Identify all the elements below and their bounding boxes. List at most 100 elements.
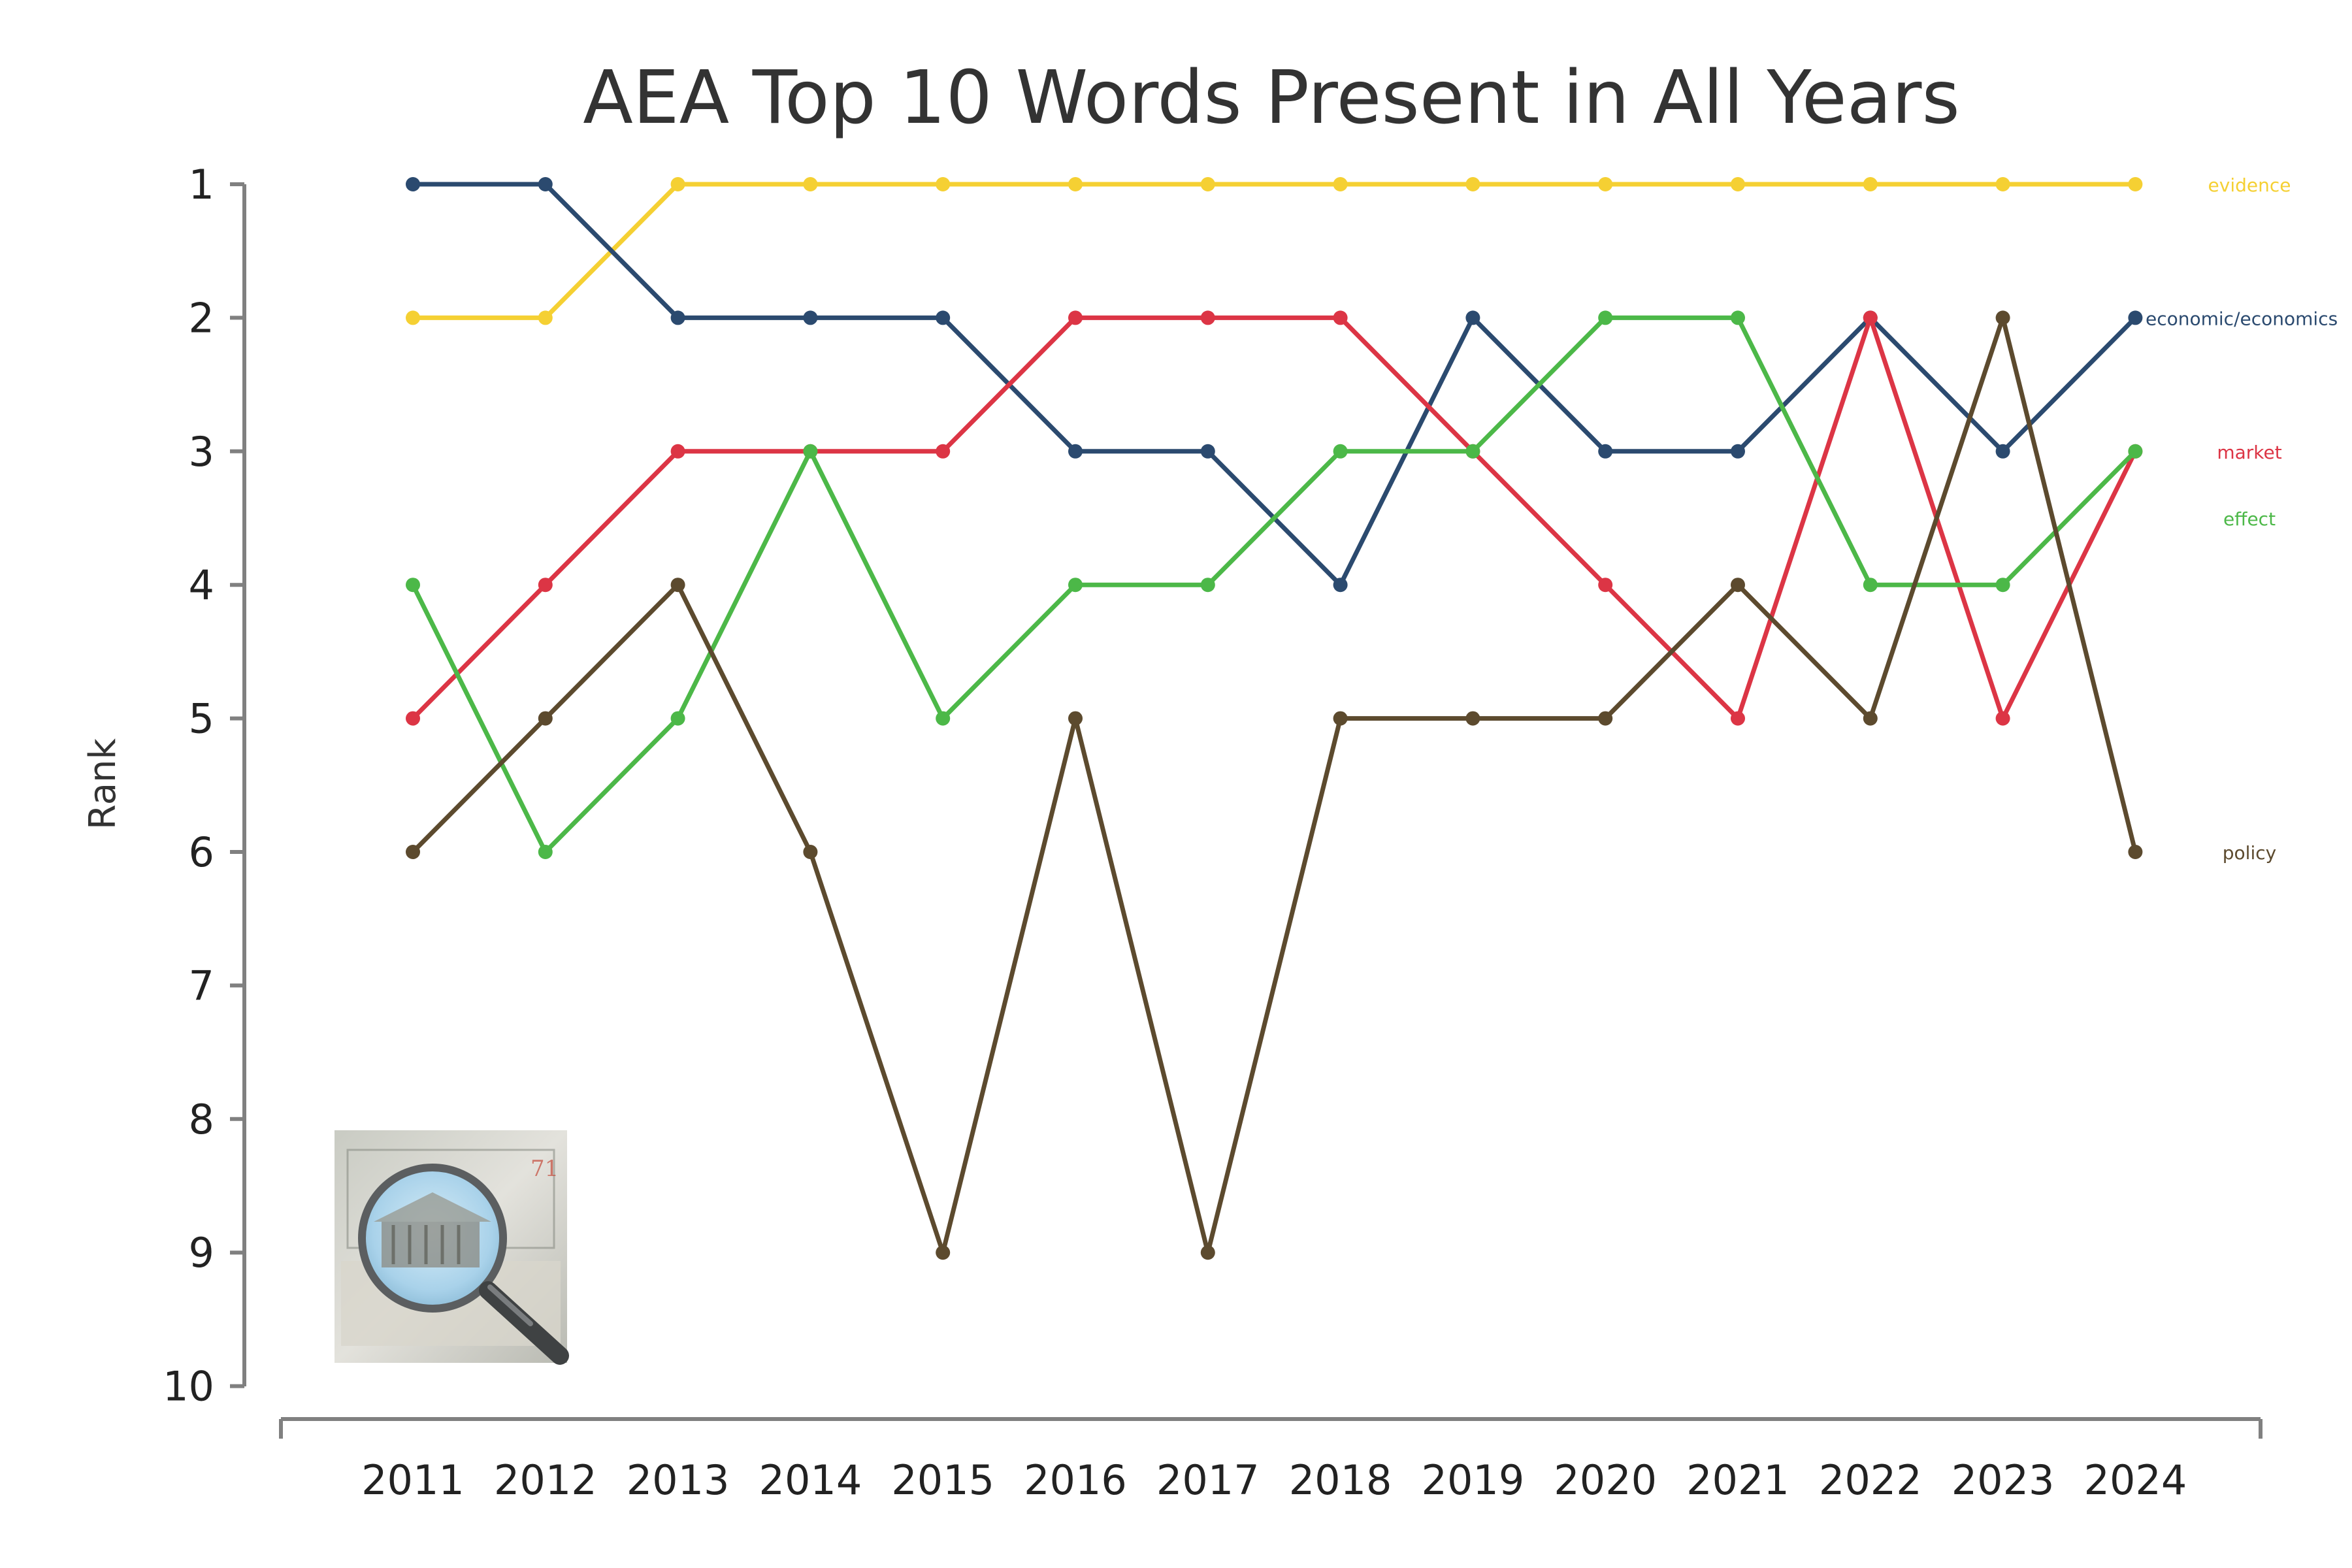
data-point [803,845,818,859]
y-tick-label: 10 [163,1363,214,1411]
data-point [670,711,685,726]
data-point [406,578,420,593]
data-point [1200,1245,1215,1260]
series-label: economic/economics [2146,308,2338,329]
data-point [1598,177,1613,191]
data-point [670,177,685,191]
x-tick-label: 2018 [1289,1456,1392,1504]
data-point [1863,177,1878,191]
x-tick-label: 2017 [1156,1456,1260,1504]
data-point [2128,177,2143,191]
data-point [1465,444,1480,459]
data-point [803,310,818,325]
series-3 [406,310,2143,859]
x-tick-label: 2021 [1686,1456,1789,1504]
y-tick-label: 1 [189,161,214,208]
data-point [1995,177,2010,191]
data-point [1598,578,1613,593]
data-point [406,845,420,859]
y-tick-label: 5 [189,695,214,743]
series-end-labels: evidence economic/economics market effect po… [2146,174,2338,864]
chart-title: AEA Top 10 Words Present in All Years [583,56,1960,140]
data-point [1863,310,1878,325]
data-point [1200,444,1215,459]
x-tick-label: 2019 [1422,1456,1525,1504]
data-point [1995,578,2010,593]
series-4 [406,310,2143,1260]
data-point [1731,711,1745,726]
data-point [1863,711,1878,726]
series-layer [406,177,2143,1260]
data-point [1465,177,1480,191]
data-point [538,310,553,325]
y-tick-label: 3 [189,428,214,476]
data-point [406,310,420,325]
y-tick-label: 8 [189,1096,214,1143]
data-point [1068,444,1083,459]
x-tick-label: 2014 [759,1456,862,1504]
series-label: effect [2223,508,2276,530]
y-axis-ticks: 1 2 3 4 5 6 7 8 9 10 [163,161,244,1411]
x-tick-label: 2015 [891,1456,994,1504]
data-point [2128,845,2143,859]
series-line [410,315,2138,855]
data-point [1995,444,2010,459]
data-point [936,444,951,459]
data-point [1863,578,1878,593]
data-point [1200,177,1215,191]
data-point [406,177,420,191]
data-point [1333,578,1348,593]
data-point [1731,310,1745,325]
data-point [803,177,818,191]
data-point [538,578,553,593]
data-point [803,444,818,459]
data-point [406,711,420,726]
data-point [936,177,951,191]
data-point [2128,310,2143,325]
data-point [1995,711,2010,726]
x-tick-label: 2016 [1024,1456,1127,1504]
y-tick-label: 4 [189,561,214,609]
data-point [670,310,685,325]
data-point [670,578,685,593]
data-point [936,1245,951,1260]
y-tick-label: 7 [189,962,214,1009]
y-tick-label: 6 [189,828,214,876]
data-point [1598,444,1613,459]
data-point [1068,711,1083,726]
data-point [1598,711,1613,726]
y-axis-label: Rank [82,738,124,829]
series-label: evidence [2208,174,2291,196]
x-tick-label: 2020 [1554,1456,1657,1504]
data-point [1731,578,1745,593]
series-line [410,315,2138,721]
data-point [538,177,553,191]
data-point [1731,444,1745,459]
y-tick-label: 9 [189,1229,214,1277]
x-tick-label: 2012 [494,1456,597,1504]
svg-text:71: 71 [531,1156,559,1182]
data-point [1200,578,1215,593]
x-axis-ticks: 2011 2012 2013 2014 2015 2016 2017 2018 2019 2020… [361,1456,2187,1504]
series-1 [406,177,2143,593]
data-point [538,845,553,859]
data-point [1333,711,1348,726]
data-point [936,310,951,325]
data-point [1333,444,1348,459]
x-tick-label: 2023 [1952,1456,2055,1504]
data-point [1200,310,1215,325]
series-line [410,315,2138,1255]
data-point [1995,310,2010,325]
series-0 [406,177,2143,325]
data-point [1333,310,1348,325]
magnifying-glass-image: 71 [335,1130,569,1365]
series-label: policy [2223,842,2276,864]
x-tick-label: 2024 [2084,1456,2187,1504]
data-point [670,444,685,459]
data-point [2128,444,2143,459]
data-point [1598,310,1613,325]
data-point [936,711,951,726]
series-line [410,182,2138,587]
data-point [1465,310,1480,325]
